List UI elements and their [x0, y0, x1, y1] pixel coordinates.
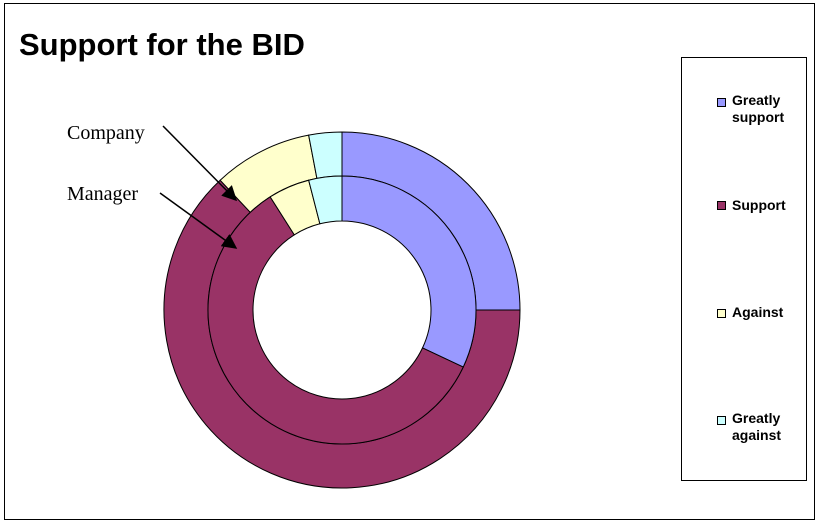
legend-item-greatly-against: Greatly against	[682, 410, 808, 450]
donut-slice-manager-greatly-support	[341, 175, 477, 368]
legend-swatch	[717, 98, 726, 107]
legend-label: Greatly against	[732, 410, 782, 443]
annotation-company: Company	[67, 122, 145, 144]
legend-label: Against	[732, 304, 784, 320]
donut-slice-manager-greatly-against	[308, 175, 343, 225]
legend-item-greatly-support: Greatly support	[682, 92, 808, 132]
legend-item-support: Support	[682, 197, 808, 237]
annotation-company-arrow	[162, 125, 238, 202]
annotation-manager: Manager	[67, 183, 138, 205]
legend-swatch	[717, 416, 726, 425]
legend-label: Support	[732, 197, 786, 213]
legend-swatch	[717, 201, 726, 210]
chart-title: Support for the BID	[19, 27, 305, 62]
donut-slice-manager-support	[207, 196, 464, 445]
legend-label: Greatly support	[732, 92, 785, 125]
legend-swatch	[717, 309, 726, 318]
legend: Greatly support Support Against Greatly …	[681, 57, 807, 481]
annotation-manager-arrow	[159, 192, 238, 249]
legend-item-against: Against	[682, 304, 808, 344]
